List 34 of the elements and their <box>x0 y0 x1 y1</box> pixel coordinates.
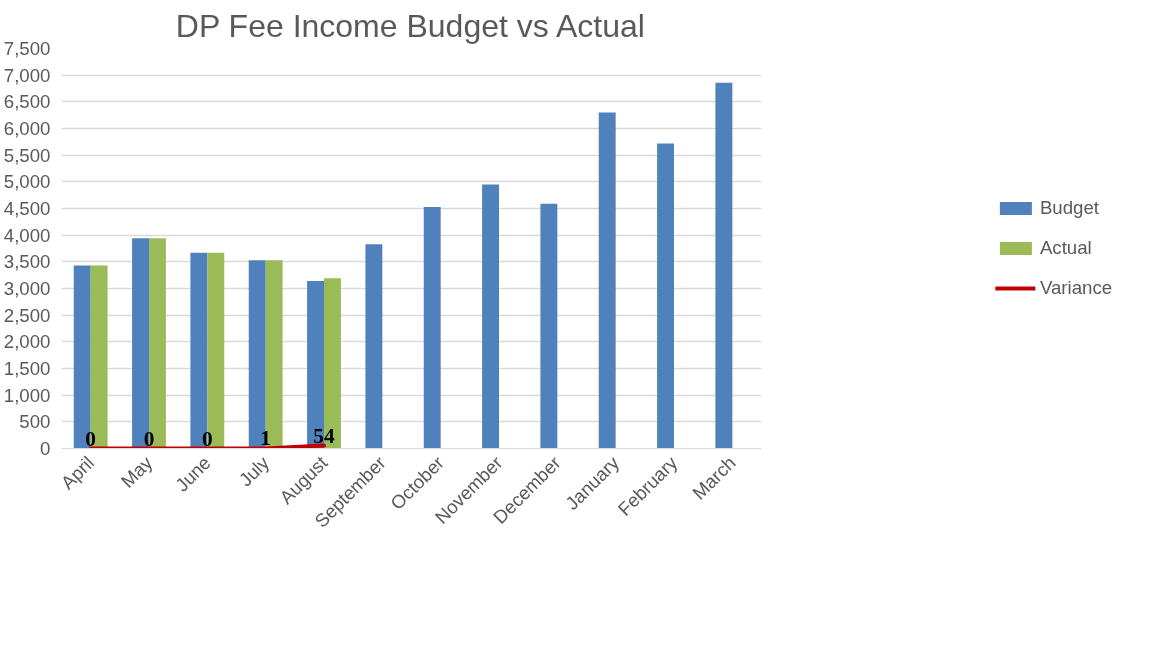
y-tick-label: 7,000 <box>3 64 51 86</box>
bar <box>482 184 499 449</box>
y-tick-label: 500 <box>19 411 51 433</box>
y-tick-label: 1,000 <box>3 384 51 406</box>
y-tick-label: 6,000 <box>3 118 51 139</box>
y-tick-label: 5,000 <box>3 171 51 193</box>
bar <box>715 82 733 449</box>
y-tick-label: 7,500 <box>3 38 51 59</box>
legend-label: Actual <box>1039 237 1092 259</box>
chart-title: DP Fee Income Budget vs Actual <box>175 7 645 44</box>
data-label: 0 <box>85 426 97 451</box>
data-label: 1 <box>260 426 272 451</box>
legend-label: Variance <box>1039 277 1113 299</box>
x-tick-label: May <box>116 451 157 492</box>
y-tick-label: 2,500 <box>3 304 51 326</box>
bar <box>423 206 441 449</box>
y-tick-label: 5,500 <box>3 144 51 166</box>
y-tick-label: 4,000 <box>3 224 51 246</box>
y-tick-label: 3,000 <box>3 278 51 299</box>
bar <box>365 244 383 449</box>
y-tick-label: 1,500 <box>3 358 51 379</box>
y-tick-label: 6,500 <box>3 91 51 113</box>
data-label: 0 <box>143 426 155 451</box>
legend-label: Budget <box>1039 197 1100 219</box>
y-tick-label: 2,000 <box>3 331 51 353</box>
y-tick-label: 4,500 <box>3 198 51 219</box>
y-tick-label: 0 <box>40 438 51 459</box>
data-label: 0 <box>202 426 213 451</box>
bar <box>657 143 674 449</box>
data-label: 54 <box>313 423 335 448</box>
y-tick-label: 3,500 <box>3 251 51 273</box>
bar <box>598 112 616 449</box>
x-tick-label: July <box>234 451 274 491</box>
bar <box>540 203 558 449</box>
